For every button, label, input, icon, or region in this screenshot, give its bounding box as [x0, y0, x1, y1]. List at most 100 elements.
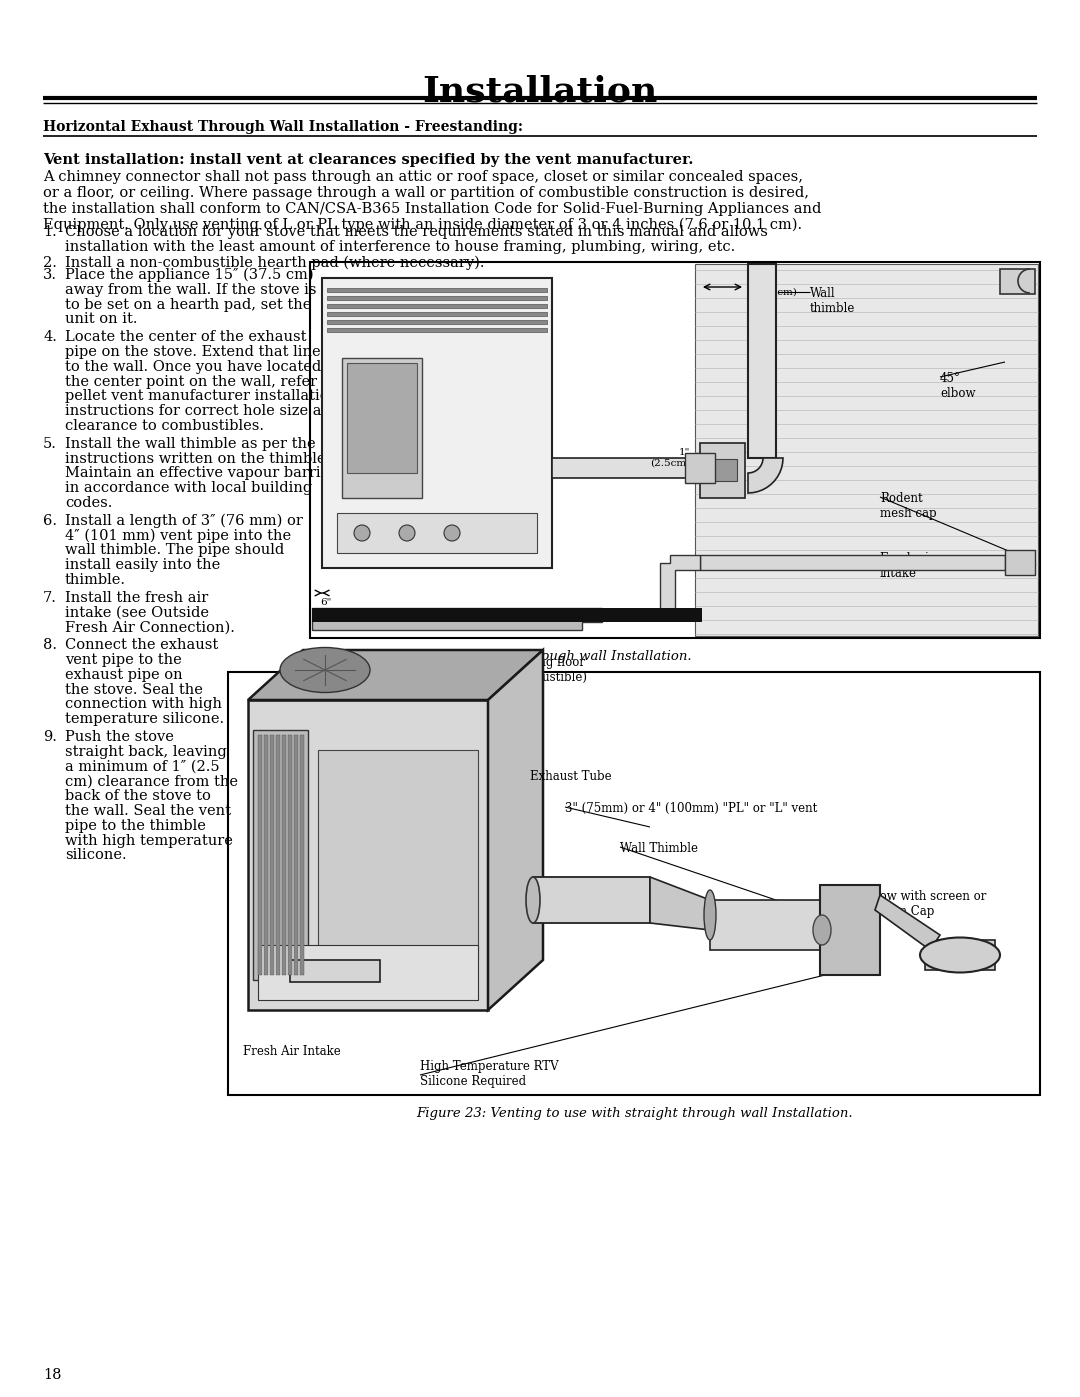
Bar [258, 944, 478, 1000]
Text: the center point on the wall, refer to: the center point on the wall, refer to [65, 374, 337, 388]
Bar [710, 900, 820, 950]
Text: 1.: 1. [43, 225, 57, 239]
Bar [253, 731, 308, 981]
Text: instructions written on the thimble.: instructions written on the thimble. [65, 451, 330, 465]
Text: Install the wall thimble as per the: Install the wall thimble as per the [65, 437, 315, 451]
Text: 8.: 8. [43, 638, 57, 652]
Bar [294, 735, 298, 975]
Bar [322, 278, 552, 569]
Text: codes.: codes. [65, 496, 112, 510]
Polygon shape [650, 877, 710, 930]
Polygon shape [312, 608, 602, 630]
Bar [552, 458, 696, 478]
Bar [327, 328, 546, 332]
Bar [282, 735, 286, 975]
Text: Push the stove: Push the stove [65, 731, 174, 745]
Text: temperature silicone.: temperature silicone. [65, 712, 225, 726]
Text: Existing floor
(combustible): Existing floor (combustible) [505, 657, 588, 685]
Text: Figure 23: Venting to use with straight through wall Installation.: Figure 23: Venting to use with straight … [417, 1106, 853, 1120]
Polygon shape [875, 895, 940, 950]
Text: 45°
elbow: 45° elbow [940, 372, 975, 400]
Text: 6"
(15cm): 6" (15cm) [320, 598, 357, 617]
Text: clearance to combustibles.: clearance to combustibles. [65, 419, 264, 433]
Text: 45° Elbow with screen or
Termination Cap: 45° Elbow with screen or Termination Cap [835, 890, 986, 918]
Bar [1005, 550, 1035, 576]
Ellipse shape [526, 877, 540, 923]
Bar [264, 735, 268, 975]
Bar [270, 735, 274, 975]
Bar [312, 608, 702, 622]
Text: 2.: 2. [43, 256, 57, 270]
Text: Install the fresh air: Install the fresh air [65, 591, 208, 605]
Text: install easily into the: install easily into the [65, 559, 220, 573]
Bar [748, 264, 777, 458]
Bar [708, 460, 737, 481]
Text: 1"
(2.5cm): 1" (2.5cm) [650, 448, 690, 468]
Text: High Temperature RTV
Silicone Required: High Temperature RTV Silicone Required [420, 1060, 558, 1088]
Bar [696, 264, 1038, 636]
Bar [310, 263, 1040, 638]
Circle shape [354, 525, 370, 541]
Bar [276, 735, 280, 975]
Text: silicone.: silicone. [65, 848, 126, 862]
Bar [820, 886, 880, 975]
Text: Non-combustible
floor protection.: Non-combustible floor protection. [330, 657, 432, 685]
Text: Locate the center of the exhaust: Locate the center of the exhaust [65, 330, 307, 344]
Text: Fresh Air Intake: Fresh Air Intake [243, 1045, 341, 1058]
Text: pipe to the thimble: pipe to the thimble [65, 819, 206, 833]
Text: with high temperature: with high temperature [65, 834, 233, 848]
Bar [347, 363, 417, 474]
Bar [342, 358, 422, 497]
Bar [228, 672, 1040, 1095]
Bar [288, 735, 292, 975]
Text: Fresh air
intake: Fresh air intake [880, 552, 934, 580]
Text: connection with high: connection with high [65, 697, 222, 711]
Polygon shape [748, 458, 783, 493]
Text: installation with the least amount of interference to house framing, plumbing, w: installation with the least amount of in… [65, 240, 735, 254]
Text: Installation: Installation [422, 75, 658, 109]
Text: 7.: 7. [43, 591, 57, 605]
Text: Maintain an effective vapour barrier: Maintain an effective vapour barrier [65, 467, 336, 481]
Bar [1000, 270, 1035, 293]
Text: pipe on the stove. Extend that line: pipe on the stove. Extend that line [65, 345, 321, 359]
Ellipse shape [280, 647, 370, 693]
Text: Equipment. Only use venting of L or PL type with an inside diameter of 3 or 4 in: Equipment. Only use venting of L or PL t… [43, 218, 802, 232]
Ellipse shape [813, 915, 831, 944]
Text: Choose a location for your stove that meets the requirements stated in this manu: Choose a location for your stove that me… [65, 225, 768, 239]
Text: 6.: 6. [43, 514, 57, 528]
Text: in accordance with local building: in accordance with local building [65, 481, 312, 495]
Bar [685, 453, 715, 483]
Circle shape [444, 525, 460, 541]
Text: Exhaust Tube: Exhaust Tube [530, 770, 611, 782]
Text: Place the appliance 15″ (37.5 cm): Place the appliance 15″ (37.5 cm) [65, 268, 313, 282]
Bar [291, 960, 380, 982]
Circle shape [399, 525, 415, 541]
Text: thimble.: thimble. [65, 573, 126, 587]
Bar [327, 288, 546, 292]
Text: Wall Thimble: Wall Thimble [620, 842, 698, 855]
Bar [924, 940, 995, 970]
Text: the stove. Seal the: the stove. Seal the [65, 683, 203, 697]
Ellipse shape [704, 890, 716, 940]
Text: vent pipe to the: vent pipe to the [65, 652, 181, 666]
Text: to be set on a hearth pad, set the: to be set on a hearth pad, set the [65, 298, 311, 312]
Text: intake (see Outside: intake (see Outside [65, 606, 210, 620]
Bar [327, 320, 546, 324]
Text: Fresh Air Connection).: Fresh Air Connection). [65, 620, 234, 634]
Bar [327, 312, 546, 316]
Text: 18: 18 [43, 1368, 62, 1382]
Text: Wall
thimble: Wall thimble [810, 286, 855, 314]
Text: Install a non-combustible hearth pad (where necessary).: Install a non-combustible hearth pad (wh… [65, 256, 485, 271]
Text: Connect the exhaust: Connect the exhaust [65, 638, 218, 652]
Text: instructions for correct hole size and: instructions for correct hole size and [65, 404, 340, 418]
Bar [337, 513, 537, 553]
Polygon shape [660, 555, 700, 610]
Text: 4″ (101 mm) vent pipe into the: 4″ (101 mm) vent pipe into the [65, 528, 292, 543]
Text: Install a length of 3″ (76 mm) or: Install a length of 3″ (76 mm) or [65, 514, 302, 528]
Bar [700, 443, 745, 497]
Text: Rodent
mesh cap: Rodent mesh cap [880, 492, 936, 520]
Polygon shape [488, 650, 543, 1010]
Text: Figure 22: Straight through wall Installation.: Figure 22: Straight through wall Install… [388, 650, 692, 664]
Bar [327, 296, 546, 300]
Text: straight back, leaving: straight back, leaving [65, 745, 227, 759]
